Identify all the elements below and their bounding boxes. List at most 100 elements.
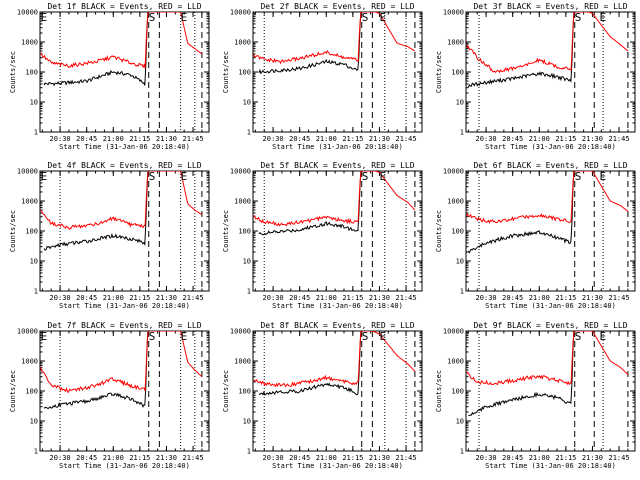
y-tick-label: 100 <box>238 228 251 236</box>
x-tick-label: 20:30 <box>476 454 497 462</box>
x-tick-label: 21:00 <box>316 454 337 462</box>
x-tick-label: 20:30 <box>50 454 71 462</box>
y-tick-label: 10000 <box>443 168 464 176</box>
interval-flag: E <box>600 170 607 183</box>
interval-flag: S <box>575 330 582 343</box>
y-tick-label: 100 <box>451 69 464 77</box>
interval-flag: E <box>41 330 48 343</box>
x-tick-label: 20:30 <box>263 294 284 302</box>
y-tick-label: 100 <box>451 228 464 236</box>
y-axis-label: Counts/sec <box>9 51 17 93</box>
series-red-lld <box>466 171 629 224</box>
y-tick-label: 10 <box>456 258 464 266</box>
y-tick-label: 10000 <box>443 328 464 336</box>
y-axis-label: Counts/sec <box>435 51 443 93</box>
panel-det-4: Det 4f BLACK = Events, RED = LLD 1 10 100 10… <box>9 161 210 310</box>
y-tick-label: 1000 <box>447 198 464 206</box>
y-axis-label: Counts/sec <box>9 210 17 252</box>
series-black-events <box>43 171 149 251</box>
panel-title: Det 2f BLACK = Events, RED = LLD <box>260 2 414 11</box>
x-tick-label: 21:00 <box>103 454 124 462</box>
x-tick-label: 20:30 <box>50 294 71 302</box>
y-tick-label: 1000 <box>447 39 464 47</box>
x-tick-label: 21:00 <box>529 454 550 462</box>
x-tick-label: 21:45 <box>396 135 417 143</box>
x-tick-label: 21:15 <box>342 454 363 462</box>
panel-det-8: Det 8f BLACK = Events, RED = LLD 1 10 100 10… <box>222 321 423 470</box>
series-red-lld <box>40 171 203 230</box>
x-tick-label: 21:30 <box>582 454 603 462</box>
x-tick-label: 21:45 <box>183 135 204 143</box>
y-tick-label: 10 <box>456 418 464 426</box>
panel-det-7: Det 7f BLACK = Events, RED = LLD 1 10 100 10… <box>9 321 210 470</box>
y-tick-label: 10 <box>30 258 38 266</box>
interval-flag: S <box>149 170 156 183</box>
x-tick-label: 21:30 <box>156 135 177 143</box>
panel-det-5: Det 5f BLACK = Events, RED = LLD 1 10 100 10… <box>222 161 423 310</box>
interval-flag: E <box>379 11 386 24</box>
series-red-lld <box>466 12 629 74</box>
x-tick-label: 21:45 <box>396 294 417 302</box>
x-tick-label: 21:30 <box>369 294 390 302</box>
interval-flag: E <box>379 330 386 343</box>
y-tick-label: 10000 <box>443 9 464 17</box>
x-tick-label: 20:30 <box>263 135 284 143</box>
x-tick-label: 21:30 <box>156 454 177 462</box>
y-tick-label: 1000 <box>234 358 251 366</box>
x-tick-label: 21:30 <box>369 135 390 143</box>
panel-title: Det 9f BLACK = Events, RED = LLD <box>473 321 627 330</box>
panel-title: Det 1f BLACK = Events, RED = LLD <box>47 2 201 11</box>
plot-frame <box>39 170 210 292</box>
series-red-lld <box>253 171 416 227</box>
interval-flag: E <box>600 11 607 24</box>
x-axis-label: Start Time (31-Jan-06 20:18:40) <box>272 302 403 310</box>
x-tick-label: 20:45 <box>76 294 97 302</box>
series-red-lld <box>40 12 203 69</box>
x-tick-label: 21:15 <box>555 294 576 302</box>
y-tick-label: 10 <box>243 258 251 266</box>
y-tick-label: 10 <box>243 99 251 107</box>
x-tick-label: 21:15 <box>129 135 150 143</box>
y-tick-label: 10000 <box>17 168 38 176</box>
y-tick-label: 10000 <box>230 328 251 336</box>
series-red-lld <box>253 12 416 65</box>
x-tick-label: 20:45 <box>289 454 310 462</box>
interval-flag: E <box>379 170 386 183</box>
x-tick-label: 21:45 <box>609 135 630 143</box>
x-axis-label: Start Time (31-Jan-06 20:18:40) <box>272 462 403 470</box>
y-tick-label: 100 <box>238 388 251 396</box>
panel-title: Det 3f BLACK = Events, RED = LLD <box>473 2 627 11</box>
panel-title: Det 8f BLACK = Events, RED = LLD <box>260 321 414 330</box>
x-tick-label: 21:30 <box>369 454 390 462</box>
x-tick-label: 21:00 <box>316 294 337 302</box>
plot-frame <box>252 330 423 452</box>
y-tick-label: 100 <box>25 69 38 77</box>
y-axis-label: Counts/sec <box>435 370 443 412</box>
x-tick-label: 21:00 <box>529 294 550 302</box>
x-tick-label: 21:00 <box>316 135 337 143</box>
y-tick-label: 1 <box>34 448 38 456</box>
x-tick-label: 21:15 <box>342 135 363 143</box>
x-axis-label: Start Time (31-Jan-06 20:18:40) <box>485 143 616 151</box>
series-black-events <box>258 171 362 236</box>
x-tick-label: 20:45 <box>76 135 97 143</box>
x-tick-label: 21:00 <box>103 294 124 302</box>
y-tick-label: 1000 <box>447 358 464 366</box>
series-black-events <box>43 12 149 87</box>
x-tick-label: 21:00 <box>103 135 124 143</box>
y-tick-label: 1000 <box>21 39 38 47</box>
y-tick-label: 10 <box>30 99 38 107</box>
interval-flag: E <box>181 11 188 24</box>
y-tick-label: 1000 <box>21 358 38 366</box>
x-tick-label: 20:45 <box>502 135 523 143</box>
interval-flag: S <box>362 330 369 343</box>
y-tick-label: 100 <box>25 228 38 236</box>
y-tick-label: 1 <box>460 129 464 137</box>
y-axis-label: Counts/sec <box>222 51 230 93</box>
x-tick-label: 20:30 <box>476 294 497 302</box>
x-tick-label: 20:45 <box>289 294 310 302</box>
x-tick-label: 21:15 <box>555 135 576 143</box>
x-axis-label: Start Time (31-Jan-06 20:18:40) <box>485 302 616 310</box>
panel-title: Det 7f BLACK = Events, RED = LLD <box>47 321 201 330</box>
